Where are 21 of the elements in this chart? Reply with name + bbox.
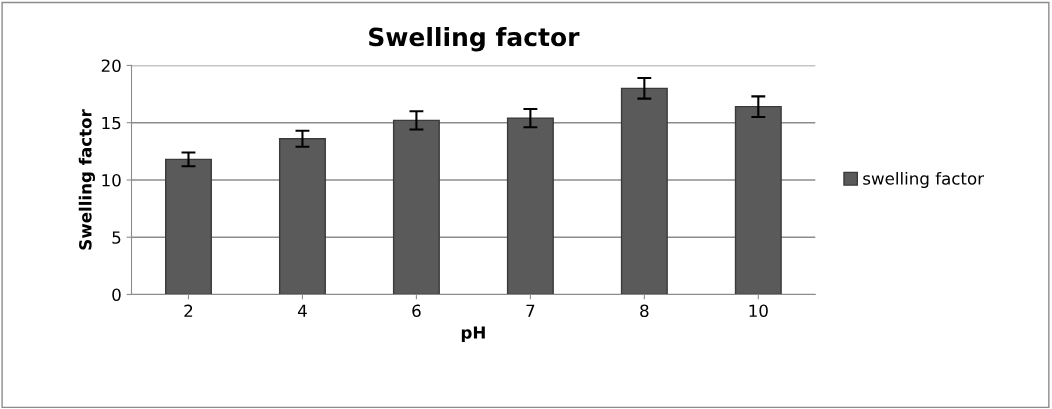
x-tick-label: 10 xyxy=(749,304,768,318)
x-tick-label: 6 xyxy=(412,304,421,318)
y-axis-title: Swelling factor xyxy=(78,109,96,250)
bar xyxy=(734,105,782,295)
bar xyxy=(506,117,554,295)
y-tick-label: 5 xyxy=(112,231,121,244)
y-tick-label: 15 xyxy=(102,116,121,130)
x-tick-label: 4 xyxy=(297,304,307,317)
y-tick-label: 10 xyxy=(102,173,121,187)
y-tick-label: 0 xyxy=(112,288,121,302)
x-tick-label: 2 xyxy=(184,304,193,317)
x-tick-label: 7 xyxy=(526,304,535,317)
bar xyxy=(164,158,212,295)
y-tick-label: 20 xyxy=(101,59,121,73)
chart-title: Swelling factor xyxy=(369,27,580,52)
legend-label: swelling factor xyxy=(863,171,985,189)
x-axis-title: pH xyxy=(461,326,485,343)
bar xyxy=(392,119,440,295)
x-tick-label: 8 xyxy=(640,304,649,318)
bar xyxy=(278,138,326,295)
bar xyxy=(620,87,668,295)
